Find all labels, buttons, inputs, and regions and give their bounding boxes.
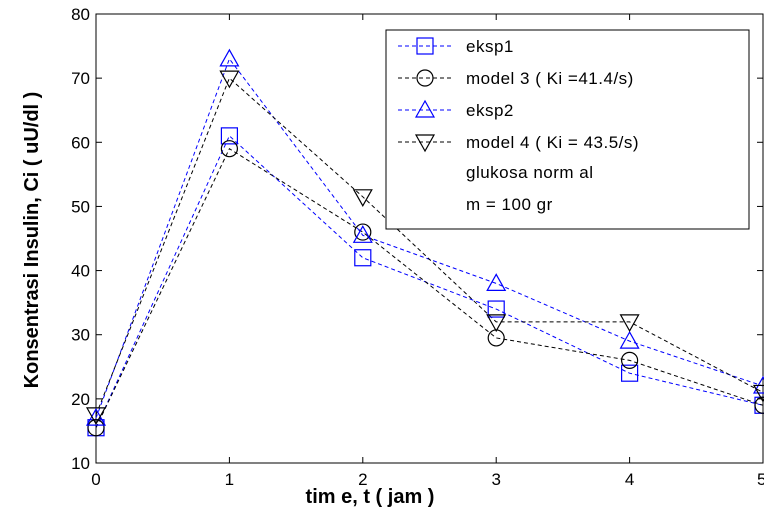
legend-box	[385, 29, 750, 230]
legend-marker-1	[416, 69, 434, 87]
legend-label-3: model 4 ( Ki = 43.5/s)	[466, 133, 639, 152]
data-point-0	[354, 249, 372, 267]
y-tick-label: 10	[71, 454, 90, 473]
y-axis-title: Konsentrasi Insulin, Ci ( uU/dl )	[21, 92, 43, 389]
data-point-1	[620, 351, 639, 369]
y-tick-label: 70	[71, 69, 90, 88]
data-point-0	[620, 364, 639, 382]
data-point-3	[486, 314, 507, 333]
data-point-3	[352, 189, 373, 208]
data-point-2	[486, 273, 507, 291]
x-axis: 0 1 2 3 4 5	[91, 14, 764, 489]
legend-note-glucose: glukosa norm al	[466, 163, 594, 182]
x-tick-label: 4	[625, 470, 634, 489]
y-tick-label: 40	[71, 262, 90, 281]
x-tick-label: 0	[91, 470, 100, 489]
legend-note-mass: m = 100 gr	[466, 195, 553, 214]
y-tick-label: 50	[71, 197, 90, 216]
y-tick-label: 30	[71, 326, 90, 345]
x-tick-label: 5	[757, 470, 764, 489]
legend-marker-0	[416, 37, 434, 55]
legend-marker-3	[414, 134, 436, 153]
legend-entries: eksp1 model 3 ( Ki =41.4/s) eksp2 model 4 (…	[398, 37, 639, 153]
legend-label-0: eksp1	[466, 37, 514, 56]
x-tick-label: 2	[358, 470, 367, 489]
data-point-3	[85, 407, 107, 426]
series-line-3	[95, 77, 764, 416]
data-point-3	[619, 314, 640, 333]
y-tick-label: 60	[71, 133, 90, 152]
series-lines	[95, 57, 764, 428]
legend-label-2: eksp2	[466, 101, 514, 120]
legend-marker-2	[414, 99, 436, 118]
data-point-2	[219, 48, 240, 67]
x-tick-label: 1	[225, 470, 234, 489]
legend-label-1: model 3 ( Ki =41.4/s)	[466, 69, 634, 88]
series-markers	[85, 48, 764, 437]
x-tick-label: 3	[491, 470, 500, 489]
data-point-0	[487, 300, 505, 318]
data-point-1	[220, 140, 238, 158]
data-point-3	[752, 384, 764, 403]
data-point-3	[219, 70, 240, 89]
data-point-1	[87, 419, 105, 437]
series-line-0	[95, 135, 764, 428]
y-tick-label: 20	[71, 390, 90, 409]
data-point-2	[619, 330, 640, 349]
y-tick-label: 80	[71, 5, 90, 24]
legend: eksp1 model 3 ( Ki =41.4/s) eksp2 model 4 (…	[385, 29, 750, 230]
y-axis: 10 20 30 40 50 60 70 80	[71, 5, 763, 473]
data-point-1	[354, 223, 372, 241]
data-point-0	[220, 127, 238, 145]
x-axis-title: tim e, t ( jam )	[306, 486, 435, 508]
data-point-1	[754, 396, 764, 414]
data-point-2	[352, 225, 373, 243]
